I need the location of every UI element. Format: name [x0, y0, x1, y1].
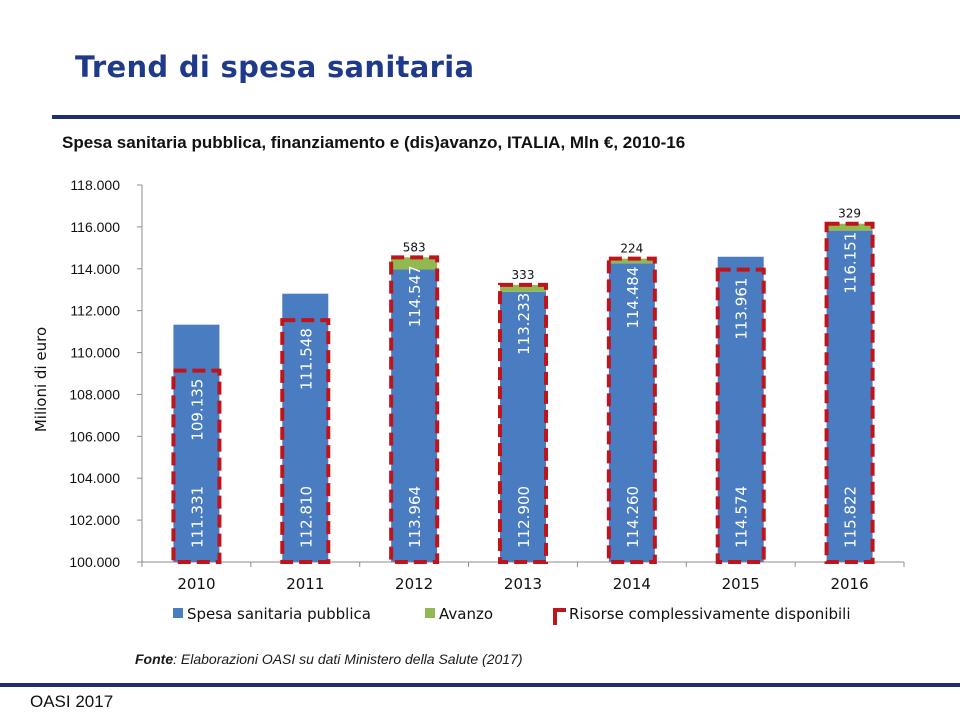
- risorse-value-label: 116.151: [842, 232, 860, 294]
- legend-swatch-risorse: [553, 608, 566, 625]
- spesa-value-label: 114.260: [624, 486, 642, 548]
- spesa-value-label: 114.574: [733, 486, 751, 548]
- risorse-outline: [824, 221, 875, 564]
- slide-title: Trend di spesa sanitaria: [75, 50, 475, 84]
- chart: 100.000 102.000 104.000 106.000 108.000 110.0…: [32, 177, 905, 625]
- x-tick-label: 2011: [286, 575, 324, 593]
- risorse-outline: [389, 255, 440, 564]
- risorse-outline: [606, 256, 657, 564]
- bar-spesa: [282, 293, 329, 562]
- risorse-value-label: 114.484: [624, 267, 642, 329]
- bar-avanzo: [391, 257, 438, 270]
- avanzo-label: 329: [838, 207, 861, 221]
- y-tick-label: 118.000: [70, 177, 120, 193]
- source-label: Fonte: [135, 651, 174, 667]
- spesa-value-label: 113.964: [406, 486, 424, 548]
- bar-spesa: [608, 263, 655, 562]
- y-tick-label: 116.000: [70, 219, 120, 235]
- risorse-outline: [715, 267, 766, 564]
- bar-spesa: [391, 269, 438, 562]
- risorse-outline: [171, 368, 222, 564]
- risorse-outline: [498, 282, 548, 564]
- bar-avanzo: [500, 284, 546, 292]
- y-tick-label: 102.000: [69, 512, 120, 528]
- avanzo-label: 583: [403, 240, 426, 254]
- legend-label: Spesa sanitaria pubblica: [187, 605, 371, 623]
- spesa-value-label: 111.331: [188, 486, 206, 548]
- legend-label: Risorse complessivamente disponibili: [569, 605, 851, 623]
- y-tick-label: 108.000: [69, 386, 120, 402]
- footer-text: OASI 2017: [30, 692, 114, 711]
- x-tick-label: 2013: [504, 575, 542, 593]
- y-tick-label: 104.000: [69, 470, 120, 486]
- bar-avanzo: [608, 258, 655, 264]
- spesa-value-label: 112.900: [515, 486, 533, 548]
- y-tick-label: 100.000: [69, 554, 120, 570]
- title-rule: [52, 115, 960, 119]
- bar-avanzo: [826, 223, 873, 231]
- footer-rule: [0, 683, 960, 687]
- x-tick-label: 2012: [395, 575, 433, 593]
- legend-swatch-spesa: [173, 608, 183, 618]
- x-tick-label: 2015: [722, 575, 760, 593]
- y-tick-label: 110.000: [70, 345, 120, 361]
- risorse-outline: [280, 318, 331, 564]
- x-tick-label: 2014: [613, 575, 651, 593]
- bar-spesa: [717, 256, 764, 562]
- risorse-value-label: 111.548: [297, 328, 315, 390]
- risorse-value-label: 113.961: [733, 278, 751, 340]
- avanzo-label: 333: [512, 268, 535, 282]
- legend-swatch-avanzo: [425, 608, 435, 618]
- y-tick-label: 112.000: [70, 303, 120, 319]
- x-tick-label: 2010: [177, 575, 215, 593]
- risorse-value-label: 113.233: [515, 293, 533, 355]
- y-axis-title: Milioni di euro: [32, 327, 50, 432]
- bar-spesa: [500, 291, 546, 562]
- y-tick-label: 106.000: [69, 428, 120, 444]
- source-note: Fonte: Elaborazioni OASI su dati Ministe…: [135, 651, 523, 667]
- legend-label: Avanzo: [439, 605, 493, 623]
- source-text: : Elaborazioni OASI su dati Ministero de…: [173, 651, 523, 667]
- avanzo-label: 224: [620, 242, 643, 256]
- spesa-value-label: 115.822: [842, 486, 860, 548]
- spesa-value-label: 112.810: [297, 486, 315, 548]
- bar-spesa: [826, 230, 873, 562]
- chart-title: Spesa sanitaria pubblica, finanziamento …: [62, 133, 686, 152]
- bar-spesa: [173, 324, 220, 562]
- risorse-value-label: 109.135: [188, 379, 206, 441]
- y-tick-label: 114.000: [70, 261, 120, 277]
- x-tick-label: 2016: [830, 575, 868, 593]
- risorse-value-label: 114.547: [406, 265, 424, 327]
